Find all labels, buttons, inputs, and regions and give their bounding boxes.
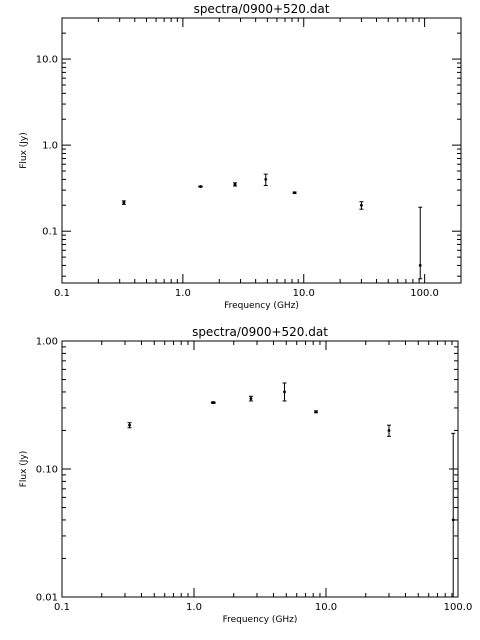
y-tick-label: 1.0 <box>42 141 58 152</box>
data-point <box>292 191 297 195</box>
x-tick-label: 10.0 <box>293 288 315 299</box>
data-marker <box>293 191 296 195</box>
y-tick-label: 0.01 <box>36 593 58 604</box>
plot-frame <box>61 340 459 598</box>
data-marker <box>249 397 253 400</box>
y-tick-label: 1.00 <box>36 337 58 348</box>
y-axis-label: Flux (Jy) <box>19 132 29 169</box>
data-point <box>233 182 238 187</box>
data-point <box>210 401 216 405</box>
x-axis-label: Frequency (GHz) <box>224 301 299 311</box>
y-axis-label: Flux (Jy) <box>19 451 29 488</box>
y-tick-label: 0.1 <box>42 227 58 238</box>
data-marker <box>122 201 126 204</box>
data-marker <box>418 264 422 267</box>
data-marker <box>451 518 455 522</box>
data-marker <box>283 390 286 394</box>
data-point <box>248 395 253 402</box>
x-tick-label: 100.0 <box>410 288 439 299</box>
data-point <box>314 410 319 414</box>
data-point <box>263 173 268 186</box>
data-point <box>451 432 456 598</box>
x-tick-label: 10.0 <box>315 602 337 613</box>
y-tick-label: 10.0 <box>36 55 58 66</box>
chart-title: spectra/0900+520.dat <box>192 325 328 339</box>
data-marker <box>233 182 237 186</box>
data-point <box>282 382 287 402</box>
x-axis-label: Frequency (GHz) <box>223 615 298 625</box>
data-marker <box>264 177 268 181</box>
chart-panel-1: spectra/0900+520.dat Frequency (GHz) Flux … <box>19 2 462 311</box>
x-tick-label: 1.0 <box>175 288 191 299</box>
x-tick-label: 100.0 <box>444 602 473 613</box>
data-point <box>127 422 132 429</box>
data-marker <box>199 185 202 188</box>
data-marker <box>128 423 131 427</box>
data-point <box>121 200 126 205</box>
data-point <box>198 185 203 188</box>
data-point <box>418 206 423 280</box>
data-point <box>386 424 391 437</box>
data-marker <box>314 410 318 414</box>
x-tick-label: 0.1 <box>54 602 70 613</box>
chart-title: spectra/0900+520.dat <box>194 2 330 16</box>
x-tick-label: 0.1 <box>54 288 70 299</box>
data-marker <box>211 401 215 405</box>
plot-frame <box>61 17 462 284</box>
x-tick-label: 1.0 <box>186 602 202 613</box>
data-marker <box>360 203 363 207</box>
data-marker <box>387 429 391 432</box>
chart-panel-2: spectra/0900+520.dat Frequency (GHz) Flux … <box>19 325 472 625</box>
y-tick-label: 0.10 <box>36 465 58 476</box>
data-point <box>359 201 364 210</box>
